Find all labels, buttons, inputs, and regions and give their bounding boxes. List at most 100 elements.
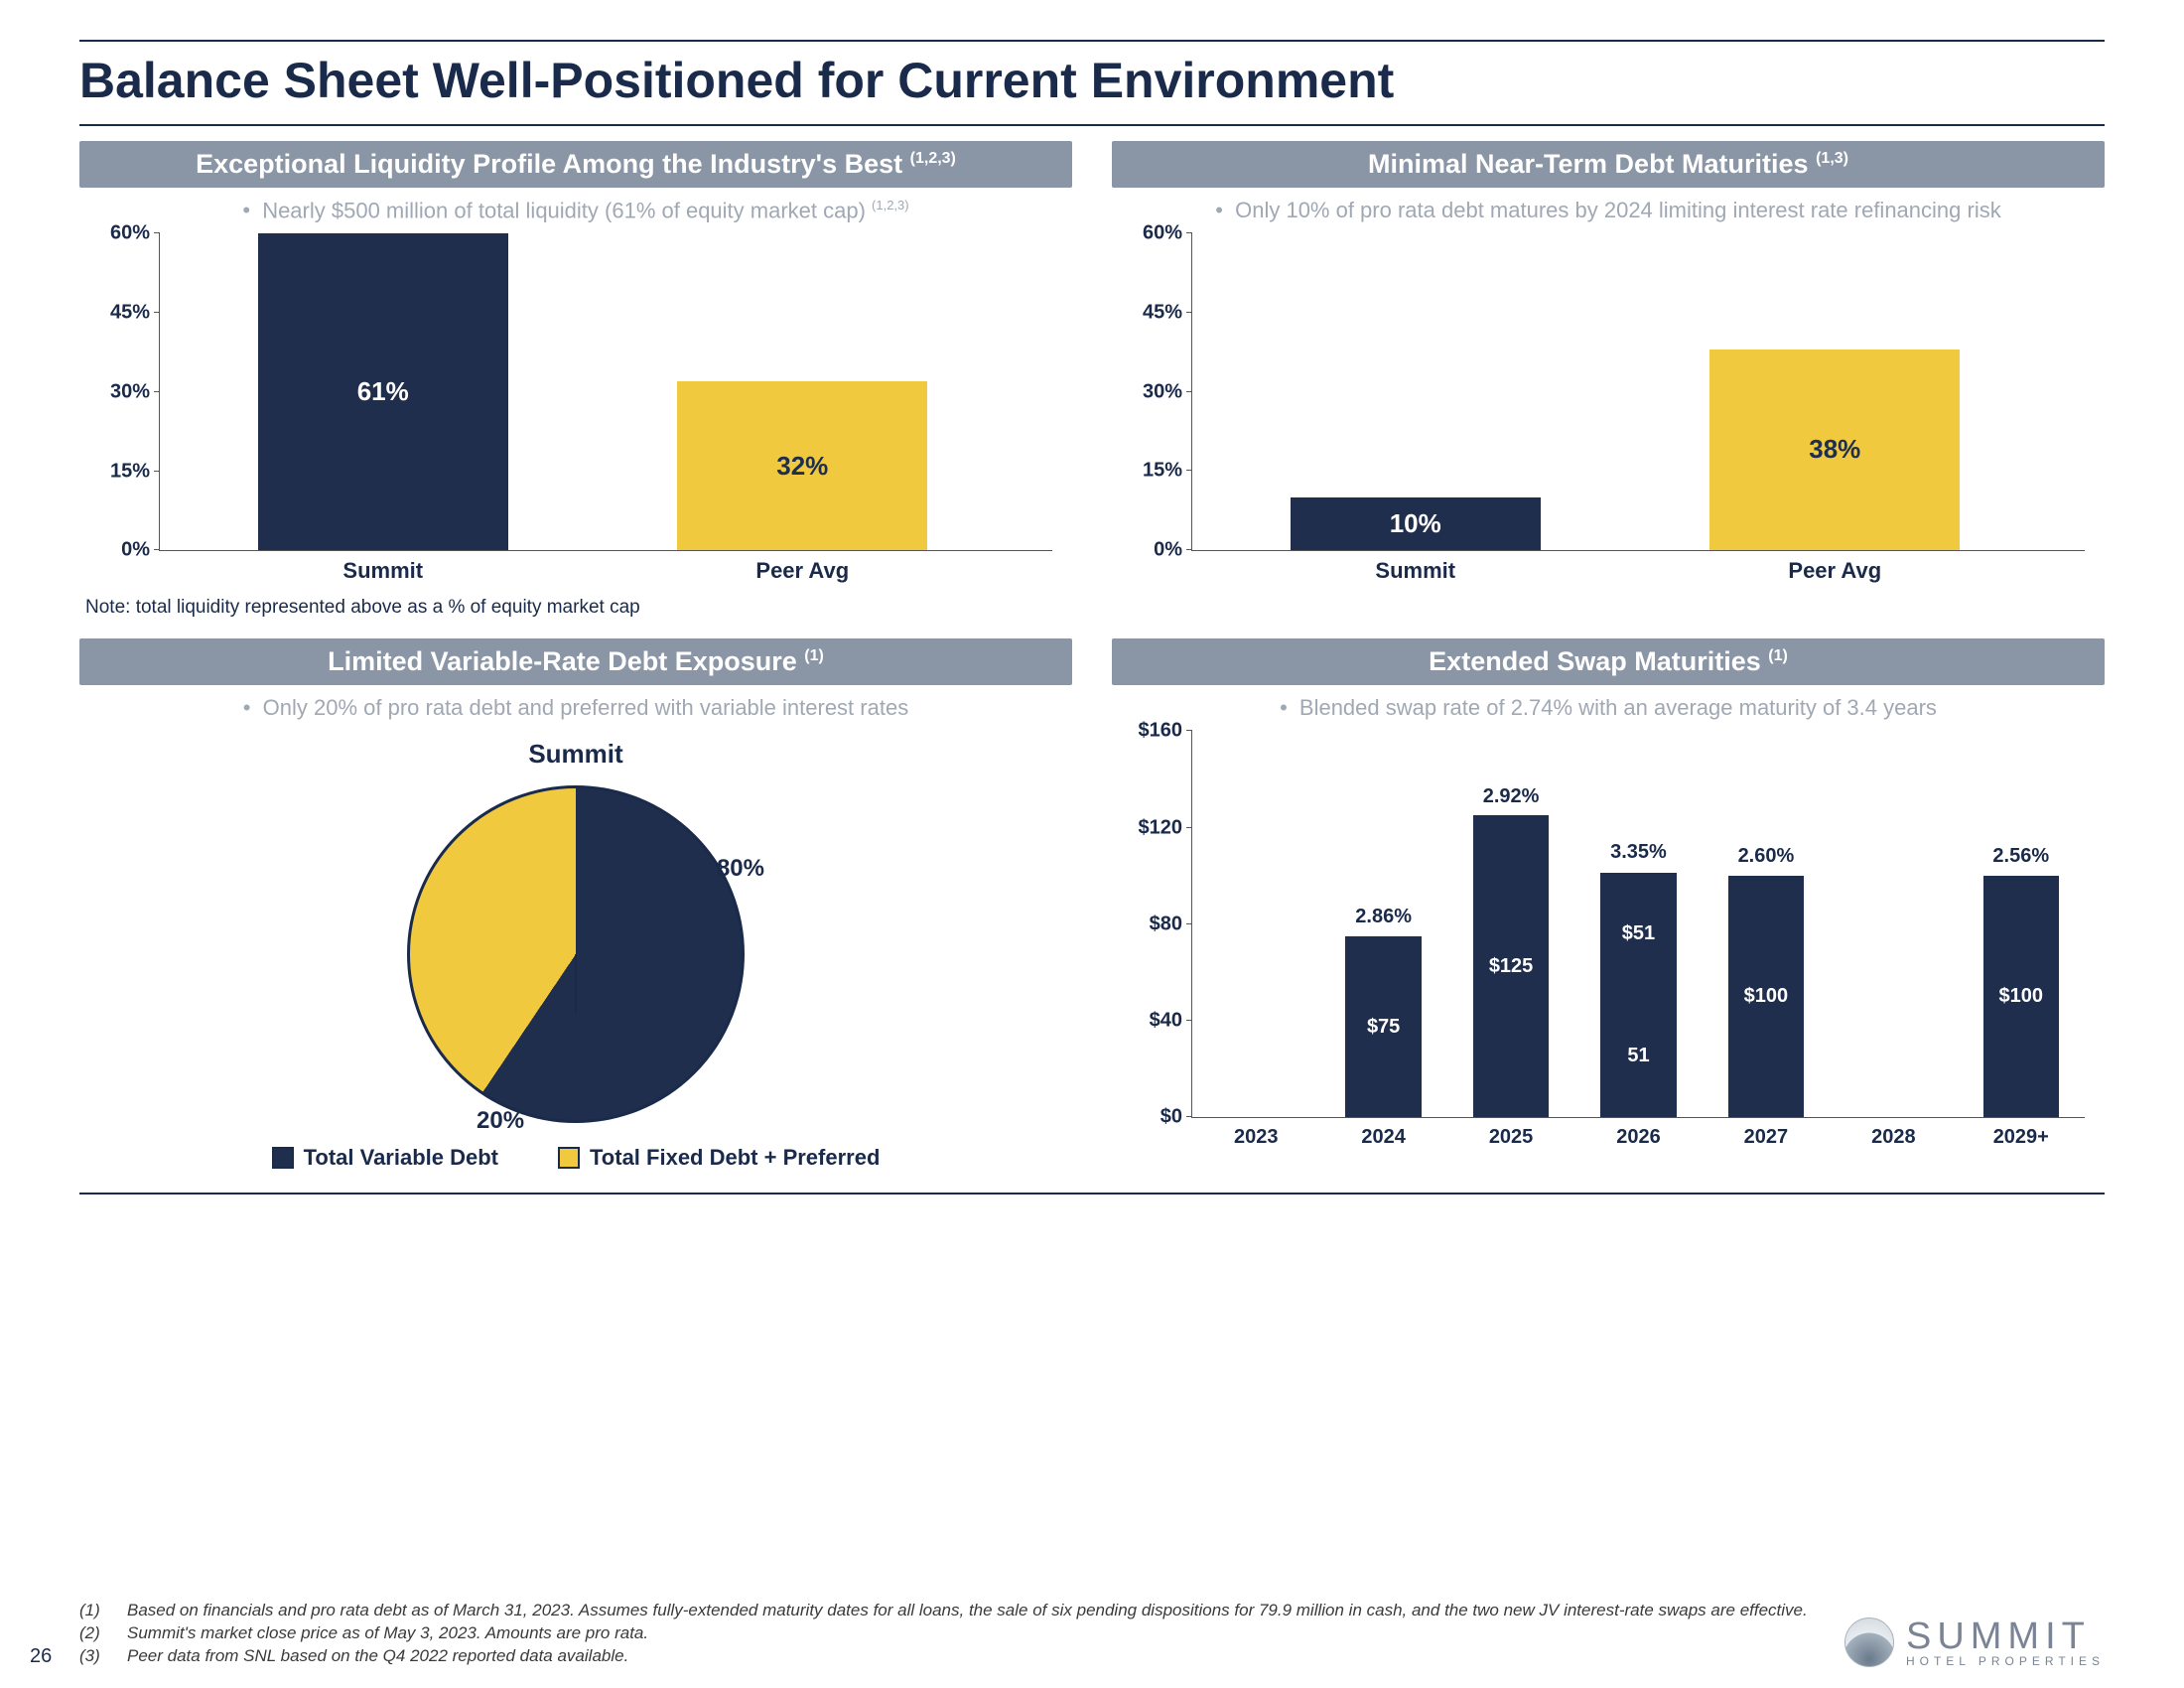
x-label: 2023 xyxy=(1218,1126,1294,1149)
y-tick: $120 xyxy=(1113,816,1182,839)
panel-header: Extended Swap Maturities (1) xyxy=(1112,638,2105,685)
footnote: (3) Peer data from SNL based on the Q4 20… xyxy=(79,1645,2105,1668)
bar-segment: 51 xyxy=(1600,994,1676,1117)
bar-segment: $51 xyxy=(1600,871,1676,994)
bar-segment: $125 xyxy=(1473,815,1549,1117)
stack-column: 2023 xyxy=(1218,731,1294,1117)
x-label: 2028 xyxy=(1855,1126,1931,1149)
title-rule xyxy=(79,124,2105,126)
panel-header: Exceptional Liquidity Profile Among the … xyxy=(79,141,1072,188)
legend-label: Total Variable Debt xyxy=(304,1145,498,1171)
header-text: Limited Variable-Rate Debt Exposure xyxy=(328,646,797,676)
panel-sub: • Only 20% of pro rata debt and preferre… xyxy=(79,685,1072,725)
panel-maturities: Minimal Near-Term Debt Maturities (1,3) … xyxy=(1112,141,2105,619)
bullet-icon: • xyxy=(242,198,250,222)
logo-icon xyxy=(1844,1618,1894,1667)
y-tick: $40 xyxy=(1113,1010,1182,1033)
swaps-chart: $0$40$80$120$1602023$752.86%2024$1252.92… xyxy=(1112,731,2105,1158)
pie-label-80: 80% xyxy=(717,855,764,883)
y-tick: 30% xyxy=(80,380,150,403)
x-label: 2025 xyxy=(1473,1126,1549,1149)
logo-text: SUMMIT xyxy=(1906,1616,2105,1658)
footnotes: (1) Based on financials and pro rata debt… xyxy=(79,1600,2105,1668)
page-number: 26 xyxy=(30,1645,52,1668)
bar-x-label: Summit xyxy=(249,558,517,584)
sub-text: Only 20% of pro rata debt and preferred … xyxy=(263,695,909,720)
x-label: 2024 xyxy=(1345,1126,1421,1149)
footnote-text: Peer data from SNL based on the Q4 2022 … xyxy=(127,1645,628,1668)
chart-grid: Exceptional Liquidity Profile Among the … xyxy=(79,141,2105,1171)
panel-liquidity: Exceptional Liquidity Profile Among the … xyxy=(79,141,1072,619)
header-text: Extended Swap Maturities xyxy=(1429,646,1761,676)
panel-sub: • Nearly $500 million of total liquidity… xyxy=(79,188,1072,227)
footnote-text: Based on financials and pro rata debt as… xyxy=(127,1600,1808,1622)
footnote-num: (1) xyxy=(79,1600,109,1622)
logo: SUMMIT HOTEL PROPERTIES xyxy=(1844,1616,2105,1668)
stack-column: 51$513.35%2026 xyxy=(1600,731,1676,1117)
footnote-text: Summit's market close price as of May 3,… xyxy=(127,1622,648,1645)
bar-x-label: Peer Avg xyxy=(668,558,936,584)
bullet-icon: • xyxy=(243,695,251,720)
y-tick: $0 xyxy=(1113,1106,1182,1129)
sub-text: Only 10% of pro rata debt matures by 202… xyxy=(1235,198,2001,222)
y-tick: $80 xyxy=(1113,913,1182,935)
y-tick: 60% xyxy=(80,222,150,245)
stack-column: $1002.60%2027 xyxy=(1728,731,1804,1117)
stack-column: $1252.92%2025 xyxy=(1473,731,1549,1117)
stack-column: $1002.56%2029+ xyxy=(1983,731,2059,1117)
bar: 61% xyxy=(258,233,508,550)
sub-text: Nearly $500 million of total liquidity (… xyxy=(262,198,866,222)
rate-label: 2.86% xyxy=(1345,906,1421,928)
legend-item: Total Fixed Debt + Preferred xyxy=(558,1145,880,1171)
y-tick: 15% xyxy=(1113,460,1182,483)
panel-header: Limited Variable-Rate Debt Exposure (1) xyxy=(79,638,1072,685)
bar-segment: $75 xyxy=(1345,936,1421,1117)
page-title: Balance Sheet Well-Positioned for Curren… xyxy=(79,52,2105,109)
bullet-icon: • xyxy=(1215,198,1223,222)
rate-label: 2.60% xyxy=(1728,845,1804,868)
rate-label: 3.35% xyxy=(1600,841,1676,864)
footer: (1) Based on financials and pro rata debt… xyxy=(79,1600,2105,1668)
header-text: Minimal Near-Term Debt Maturities xyxy=(1368,149,1809,179)
panel-sub: • Blended swap rate of 2.74% with an ave… xyxy=(1112,685,2105,725)
legend-label: Total Fixed Debt + Preferred xyxy=(590,1145,880,1171)
sub-sup: (1,2,3) xyxy=(872,198,909,212)
y-tick: 45% xyxy=(1113,301,1182,324)
pie-chart: 80% 20% xyxy=(397,775,754,1133)
rate-label: 2.56% xyxy=(1983,845,2059,868)
y-tick: 30% xyxy=(1113,380,1182,403)
header-sup: (1) xyxy=(1768,647,1788,664)
footer-rule xyxy=(79,1193,2105,1195)
bar-x-label: Peer Avg xyxy=(1701,558,1969,584)
panel-variable: Limited Variable-Rate Debt Exposure (1) … xyxy=(79,638,1072,1171)
y-tick: 0% xyxy=(1113,539,1182,562)
bar: 32% xyxy=(677,381,927,550)
header-sup: (1,2,3) xyxy=(910,150,956,167)
footnote-num: (2) xyxy=(79,1622,109,1645)
y-tick: 60% xyxy=(1113,222,1182,245)
bar-segment: $100 xyxy=(1728,876,1804,1117)
legend-swatch xyxy=(272,1147,294,1169)
bar: 10% xyxy=(1291,497,1541,550)
header-sup: (1,3) xyxy=(1816,150,1848,167)
y-tick: 45% xyxy=(80,302,150,325)
bar: 38% xyxy=(1709,350,1960,550)
y-tick: 0% xyxy=(80,539,150,562)
pie-legend: Total Variable Debt Total Fixed Debt + Pr… xyxy=(79,1145,1072,1171)
legend-swatch xyxy=(558,1147,580,1169)
footnote-num: (3) xyxy=(79,1645,109,1668)
footnote: (1) Based on financials and pro rata debt… xyxy=(79,1600,2105,1622)
header-text: Exceptional Liquidity Profile Among the … xyxy=(196,149,902,179)
y-tick: 15% xyxy=(80,460,150,483)
stack-column: $752.86%2024 xyxy=(1345,731,1421,1117)
panel-swaps: Extended Swap Maturities (1) • Blended s… xyxy=(1112,638,2105,1171)
sub-text: Blended swap rate of 2.74% with an avera… xyxy=(1299,695,1937,720)
top-rule xyxy=(79,40,2105,42)
x-label: 2026 xyxy=(1600,1126,1676,1149)
x-label: 2029+ xyxy=(1983,1126,2059,1149)
legend-item: Total Variable Debt xyxy=(272,1145,498,1171)
panel-header: Minimal Near-Term Debt Maturities (1,3) xyxy=(1112,141,2105,188)
header-sup: (1) xyxy=(804,647,824,664)
pie-title: Summit xyxy=(79,739,1072,770)
stack-column: 2028 xyxy=(1855,731,1931,1117)
